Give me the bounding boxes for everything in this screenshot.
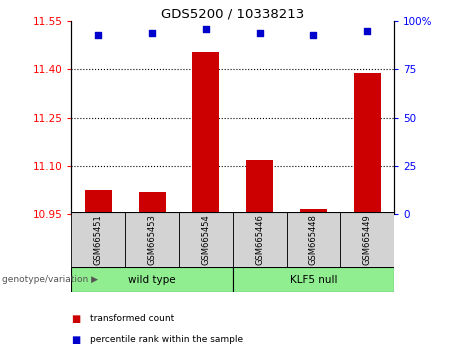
Text: GSM665446: GSM665446	[255, 215, 264, 265]
Bar	[246, 160, 273, 214]
Point	[148, 30, 156, 36]
Text: wild type: wild type	[128, 275, 176, 285]
Text: percentile rank within the sample: percentile rank within the sample	[90, 335, 243, 344]
Text: GSM665454: GSM665454	[201, 215, 210, 265]
Text: transformed count: transformed count	[90, 314, 174, 323]
Bar	[233, 267, 394, 292]
Bar	[340, 212, 394, 267]
Text: GSM665449: GSM665449	[363, 215, 372, 265]
Bar	[179, 212, 233, 267]
Bar	[354, 73, 381, 214]
Text: ■: ■	[71, 314, 81, 324]
Bar	[125, 212, 179, 267]
Point	[310, 32, 317, 38]
Text: GSM665448: GSM665448	[309, 215, 318, 265]
Bar	[300, 209, 327, 214]
Title: GDS5200 / 10338213: GDS5200 / 10338213	[161, 7, 304, 20]
Text: genotype/variation ▶: genotype/variation ▶	[2, 275, 98, 284]
Point	[256, 30, 263, 36]
Bar	[71, 212, 125, 267]
Point	[95, 32, 102, 38]
Bar	[233, 212, 287, 267]
Point	[364, 28, 371, 34]
Bar	[85, 190, 112, 214]
Bar	[139, 192, 165, 214]
Bar	[193, 52, 219, 214]
Text: GSM665453: GSM665453	[148, 215, 157, 265]
Text: KLF5 null: KLF5 null	[290, 275, 337, 285]
Bar	[71, 267, 233, 292]
Point	[202, 26, 210, 32]
Bar	[287, 212, 340, 267]
Text: ■: ■	[71, 335, 81, 345]
Text: GSM665451: GSM665451	[94, 215, 103, 265]
